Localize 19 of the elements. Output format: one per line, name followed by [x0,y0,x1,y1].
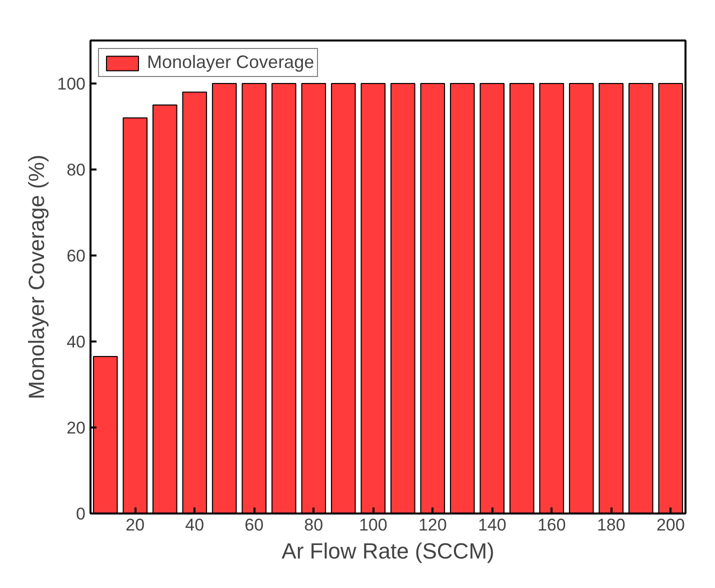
x-tick-label: 100 [358,516,388,534]
y-tick-label: 0 [76,504,86,524]
y-tick-label: 40 [66,332,86,352]
x-tick-label: 40 [185,516,204,534]
y-tick-label: 100 [57,74,86,94]
x-tick-label: 120 [418,516,447,534]
y-tick-label: 20 [66,418,86,438]
y-tick-label: 80 [66,160,86,180]
y-axis-title: Monolayer Coverage (%) [24,154,50,400]
legend-label: Monolayer Coverage [147,52,314,73]
x-tick-label: 60 [244,516,264,534]
x-tick-label: 20 [126,516,145,534]
x-tick-label: 180 [596,516,626,534]
x-tick-label: 200 [656,516,685,534]
x-tick-label: 140 [478,516,506,534]
y-tick-label: 60 [66,246,86,266]
x-tick-label: 160 [537,516,566,534]
x-tick-label: 80 [304,516,324,534]
x-axis-title: Ar Flow Rate (SCCM) [282,538,494,564]
